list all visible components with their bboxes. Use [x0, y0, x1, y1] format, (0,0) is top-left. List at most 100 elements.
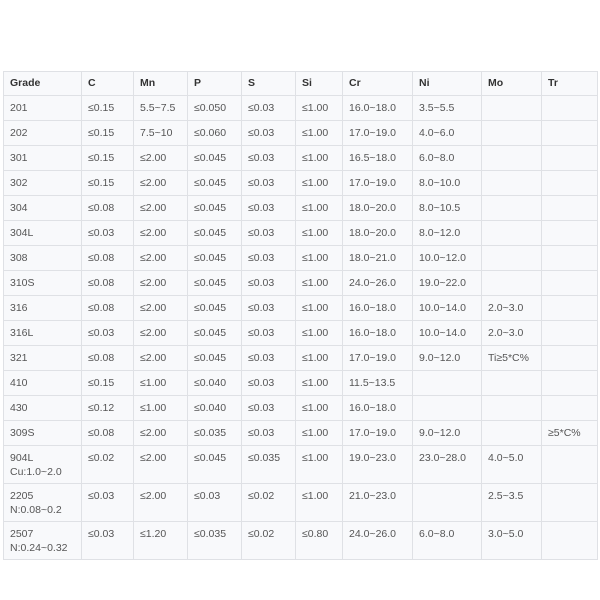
cell-grade: 304 — [3, 195, 82, 221]
cell-tr: ≥5*C% — [541, 420, 598, 446]
cell-mn: ≤2.00 — [133, 270, 188, 296]
cell-mn: 5.5~7.5 — [133, 95, 188, 121]
cell-cr: 16.0~18.0 — [342, 320, 413, 346]
cell-tr — [541, 120, 598, 146]
cell-mo — [481, 145, 542, 171]
table-row: 309S ≤0.08 ≤2.00 ≤0.035 ≤0.03 ≤1.00 17.0~19.0 9… — [3, 420, 598, 446]
cell-s: ≤0.02 — [241, 521, 296, 560]
cell-c: ≤0.15 — [81, 370, 134, 396]
cell-cr: 17.0~19.0 — [342, 120, 413, 146]
cell-ni: 10.0~12.0 — [412, 245, 482, 271]
cell-si: ≤1.00 — [295, 145, 343, 171]
cell-mn: ≤2.00 — [133, 483, 188, 522]
table-row: 321 ≤0.08 ≤2.00 ≤0.045 ≤0.03 ≤1.00 17.0~19.0 9.… — [3, 345, 598, 371]
table-row: 430 ≤0.12 ≤1.00 ≤0.040 ≤0.03 ≤1.00 16.0~18.0 — [3, 395, 598, 421]
cell-mo: 2.5~3.5 — [481, 483, 542, 522]
cell-cr: 18.0~20.0 — [342, 195, 413, 221]
cell-p: ≤0.040 — [187, 370, 242, 396]
table-row: 304 ≤0.08 ≤2.00 ≤0.045 ≤0.03 ≤1.00 18.0~20.0 8.… — [3, 195, 598, 221]
cell-p: ≤0.035 — [187, 521, 242, 560]
cell-mn: ≤2.00 — [133, 345, 188, 371]
cell-mn: ≤2.00 — [133, 420, 188, 446]
cell-p: ≤0.045 — [187, 170, 242, 196]
table-row: 304L ≤0.03 ≤2.00 ≤0.045 ≤0.03 ≤1.00 18.0~20.0 8… — [3, 220, 598, 246]
cell-si: ≤1.00 — [295, 195, 343, 221]
column-header-grade: Grade — [3, 71, 82, 96]
cell-p: ≤0.03 — [187, 483, 242, 522]
cell-c: ≤0.02 — [81, 445, 134, 484]
cell-si: ≤0.80 — [295, 521, 343, 560]
cell-si: ≤1.00 — [295, 483, 343, 522]
cell-ni: 8.0~10.0 — [412, 170, 482, 196]
cell-grade: 904L Cu:1.0~2.0 — [3, 445, 82, 484]
table-row: 2205 N:0.08~0.2 ≤0.03 ≤2.00 ≤0.03 ≤0.02 ≤1.00… — [3, 483, 598, 522]
cell-grade: 309S — [3, 420, 82, 446]
column-header-cr: Cr — [342, 71, 413, 96]
cell-cr: 17.0~19.0 — [342, 345, 413, 371]
cell-grade: 301 — [3, 145, 82, 171]
cell-ni: 9.0~12.0 — [412, 345, 482, 371]
cell-p: ≤0.045 — [187, 445, 242, 484]
cell-grade: 302 — [3, 170, 82, 196]
cell-mo: 2.0~3.0 — [481, 320, 542, 346]
cell-c: ≤0.03 — [81, 220, 134, 246]
cell-cr: 18.0~21.0 — [342, 245, 413, 271]
cell-s: ≤0.03 — [241, 345, 296, 371]
cell-mn: ≤2.00 — [133, 445, 188, 484]
table-row: 310S ≤0.08 ≤2.00 ≤0.045 ≤0.03 ≤1.00 24.0~26.0 1… — [3, 270, 598, 296]
cell-c: ≤0.08 — [81, 270, 134, 296]
cell-grade: 2507 N:0.24~0.32 — [3, 521, 82, 560]
cell-grade: 316 — [3, 295, 82, 321]
cell-mo — [481, 245, 542, 271]
cell-cr: 24.0~26.0 — [342, 521, 413, 560]
cell-mo — [481, 95, 542, 121]
cell-s: ≤0.02 — [241, 483, 296, 522]
cell-cr: 21.0~23.0 — [342, 483, 413, 522]
column-header-p: P — [187, 71, 242, 96]
cell-p: ≤0.045 — [187, 145, 242, 171]
cell-grade: 202 — [3, 120, 82, 146]
cell-mo: Ti≥5*C% — [481, 345, 542, 371]
cell-grade: 430 — [3, 395, 82, 421]
cell-tr — [541, 195, 598, 221]
cell-p: ≤0.045 — [187, 320, 242, 346]
cell-si: ≤1.00 — [295, 445, 343, 484]
cell-grade: 2205 N:0.08~0.2 — [3, 483, 82, 522]
cell-cr: 19.0~23.0 — [342, 445, 413, 484]
cell-mo — [481, 420, 542, 446]
table-row: 904L Cu:1.0~2.0 ≤0.02 ≤2.00 ≤0.045 ≤0.035 ≤1.… — [3, 445, 598, 484]
cell-mn: ≤1.00 — [133, 395, 188, 421]
cell-cr: 24.0~26.0 — [342, 270, 413, 296]
column-header-s: S — [241, 71, 296, 96]
cell-c: ≤0.03 — [81, 320, 134, 346]
column-header-mn: Mn — [133, 71, 188, 96]
cell-mn: ≤1.00 — [133, 370, 188, 396]
cell-s: ≤0.035 — [241, 445, 296, 484]
cell-si: ≤1.00 — [295, 270, 343, 296]
cell-s: ≤0.03 — [241, 145, 296, 171]
cell-c: ≤0.08 — [81, 420, 134, 446]
cell-ni: 19.0~22.0 — [412, 270, 482, 296]
cell-si: ≤1.00 — [295, 220, 343, 246]
column-header-c: C — [81, 71, 134, 96]
cell-ni: 10.0~14.0 — [412, 320, 482, 346]
cell-ni — [412, 483, 482, 522]
cell-tr — [541, 295, 598, 321]
cell-s: ≤0.03 — [241, 420, 296, 446]
cell-c: ≤0.12 — [81, 395, 134, 421]
cell-si: ≤1.00 — [295, 95, 343, 121]
cell-mo — [481, 370, 542, 396]
cell-p: ≤0.045 — [187, 270, 242, 296]
cell-tr — [541, 483, 598, 522]
table-row: 410 ≤0.15 ≤1.00 ≤0.040 ≤0.03 ≤1.00 11.5~13.5 — [3, 370, 598, 396]
cell-tr — [541, 245, 598, 271]
cell-p: ≤0.040 — [187, 395, 242, 421]
cell-tr — [541, 395, 598, 421]
cell-s: ≤0.03 — [241, 395, 296, 421]
cell-si: ≤1.00 — [295, 245, 343, 271]
table-row: 302 ≤0.15 ≤2.00 ≤0.045 ≤0.03 ≤1.00 17.0~19.0 8.… — [3, 170, 598, 196]
cell-mn: 7.5~10 — [133, 120, 188, 146]
cell-c: ≤0.03 — [81, 521, 134, 560]
cell-si: ≤1.00 — [295, 395, 343, 421]
cell-grade: 316L — [3, 320, 82, 346]
